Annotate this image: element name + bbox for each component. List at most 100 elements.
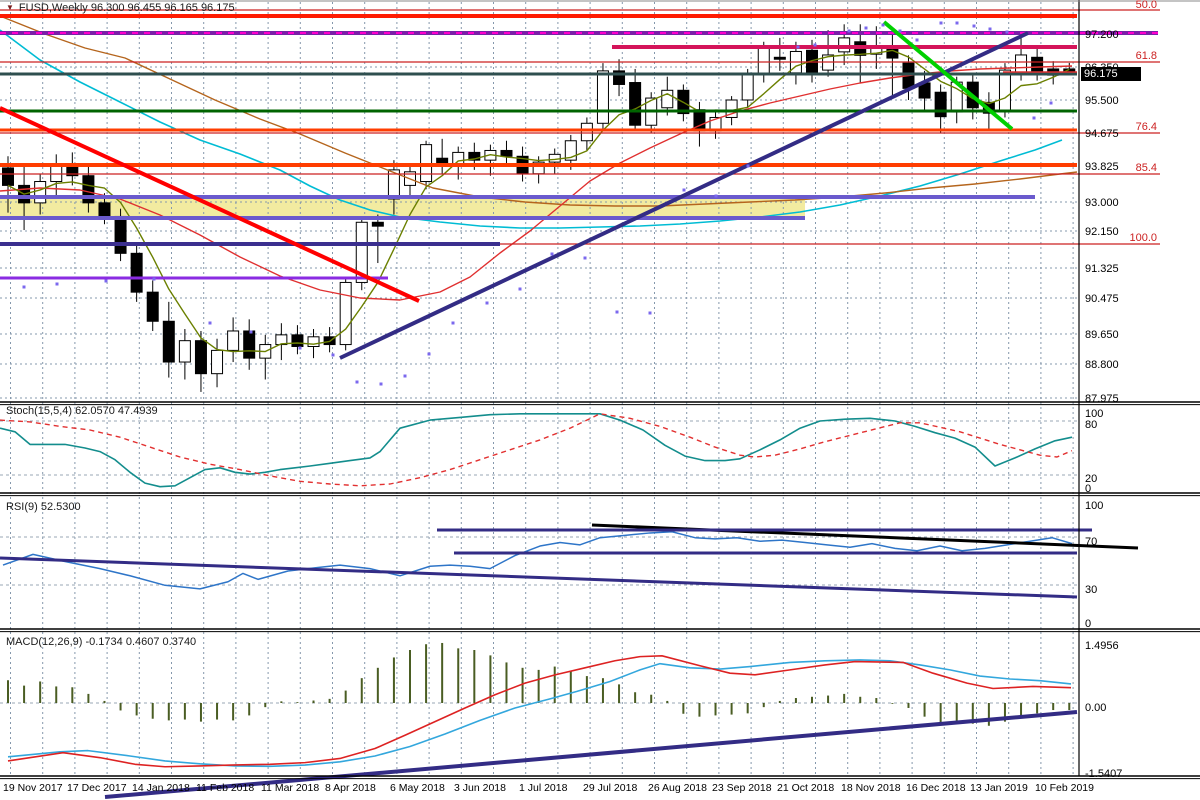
candle [709, 109, 722, 139]
date-tick-label: 8 Apr 2018 [325, 782, 376, 794]
date-tick-label: 11 Mar 2018 [261, 782, 319, 794]
date-tick-label: 29 Jul 2018 [583, 782, 637, 794]
candle [227, 317, 240, 363]
date-tick-label: 14 Jan 2018 [132, 782, 190, 794]
date-tick-label: 13 Jan 2019 [970, 782, 1028, 794]
stoch-main-line [0, 412, 1073, 488]
fib-level-label: 76.4 [1136, 121, 1157, 133]
horizontal-levels [0, 9, 1160, 280]
rsi-trendline [0, 556, 1078, 599]
date-tick-label: 26 Aug 2018 [648, 782, 707, 794]
candle [50, 154, 63, 198]
stoch-tick-label: 20 [1085, 473, 1097, 485]
macd-panel [7, 642, 1078, 799]
candle [436, 138, 449, 174]
stoch-tick-label: 100 [1085, 408, 1103, 420]
price-tick-label: 93.825 [1085, 161, 1119, 173]
olive-fast-ma-line [7, 49, 1070, 353]
rsi-tick-label: 100 [1085, 500, 1103, 512]
candle [613, 59, 626, 97]
rsi-panel [0, 523, 1139, 599]
candle [211, 338, 224, 388]
price-tick-label: 90.475 [1085, 293, 1119, 305]
candle [243, 319, 256, 370]
date-tick-label: 10 Feb 2019 [1035, 782, 1094, 794]
candle [339, 276, 352, 351]
candle [918, 70, 931, 110]
candle [548, 148, 561, 174]
date-tick-label: 18 Nov 2018 [841, 782, 901, 794]
date-tick-label: 11 Feb 2018 [196, 782, 254, 794]
candle [323, 327, 336, 353]
fib-level-label: 61.8 [1136, 50, 1157, 62]
grid [0, 2, 1077, 776]
macd-tick-label: 0.00 [1085, 702, 1106, 714]
price-tick-label: 94.675 [1085, 128, 1119, 140]
collapse-chart-arrow-icon[interactable]: ▼ [6, 3, 14, 12]
rsi-tick-label: 0 [1085, 618, 1091, 630]
candle [500, 140, 513, 165]
macd-tick-label: 1.4956 [1085, 640, 1119, 652]
candle [773, 37, 786, 71]
price-tick-label: 87.975 [1085, 393, 1119, 405]
brown-slow-ma-line [0, 15, 1078, 207]
candle [580, 117, 593, 151]
fractal-dots [22, 21, 1053, 386]
date-tick-label: 21 Oct 2018 [777, 782, 834, 794]
candle [275, 323, 288, 361]
stoch-tick-label: 80 [1085, 419, 1097, 431]
candle [661, 76, 674, 116]
macd-line [7, 659, 1072, 768]
stoch-indicator-title: Stoch(15,5,4) 62.0570 47.4939 [6, 405, 158, 417]
candle [194, 330, 207, 392]
panel-borders [0, 0, 1200, 780]
date-tick-label: 16 Dec 2018 [906, 782, 966, 794]
candle [162, 301, 175, 378]
candle [629, 68, 642, 130]
candle [66, 152, 79, 186]
candle [371, 214, 384, 264]
time-axis[interactable]: 19 Nov 2017 17 Dec 2017 14 Jan 2018 11 Feb … [3, 782, 1094, 794]
date-tick-label: 23 Sep 2018 [712, 782, 772, 794]
stochastic-panel [0, 412, 1073, 488]
candle [886, 34, 899, 97]
fib-level-label: 50.0 [1136, 0, 1157, 11]
date-tick-label: 19 Nov 2017 [3, 782, 63, 794]
price-tick-label: 89.650 [1085, 329, 1119, 341]
candle [934, 84, 947, 133]
date-tick-label: 1 Jul 2018 [519, 782, 568, 794]
support-zone [0, 199, 805, 218]
date-tick-label: 17 Dec 2017 [67, 782, 127, 794]
stoch-tick-label: 0 [1085, 483, 1091, 495]
macd-trendline [104, 710, 1078, 799]
price-tick-label: 93.000 [1085, 197, 1119, 209]
macd-signal-line [7, 655, 1072, 768]
rsi-tick-label: 30 [1085, 584, 1097, 596]
date-tick-label: 3 Jun 2018 [454, 782, 506, 794]
candle [822, 30, 835, 77]
current-price-badge: 96.175 [1081, 67, 1141, 81]
candle [178, 329, 191, 380]
rsi-line [2, 531, 1073, 590]
macd-indicator-title: MACD(12,26,9) -0.1734 0.4607 0.3740 [6, 636, 197, 648]
chart-title: ▼ FUSD,Weekly 96.300 96.455 96.165 96.175 [6, 2, 235, 14]
candle [259, 334, 272, 380]
candle [146, 280, 159, 331]
candle [34, 173, 47, 215]
candle [291, 325, 304, 355]
price-axis-labels: 97.20096.35095.50094.67593.82593.00092.1… [1085, 0, 1157, 780]
rsi-tick-label: 70 [1085, 536, 1097, 548]
price-tick-label: 91.325 [1085, 263, 1119, 275]
candle [130, 243, 143, 302]
stoch-signal-line [0, 413, 1073, 487]
fib-level-label: 85.4 [1136, 162, 1157, 174]
candle [484, 144, 497, 176]
price-tick-label: 88.800 [1085, 359, 1119, 371]
trendlines [0, 20, 1029, 360]
price-tick-label: 97.200 [1085, 29, 1119, 41]
fib-level-label: 100.0 [1129, 232, 1157, 244]
price-tick-label: 95.500 [1085, 95, 1119, 107]
rsi-indicator-title: RSI(9) 52.5300 [6, 501, 81, 513]
